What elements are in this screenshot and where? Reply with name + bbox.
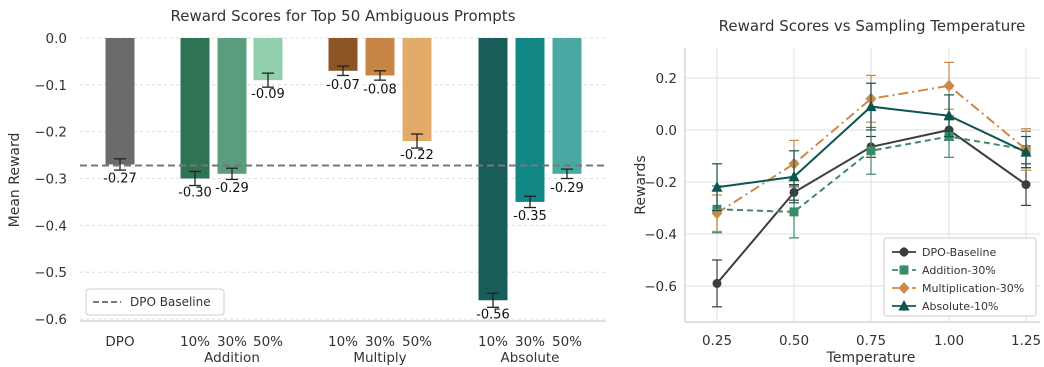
legend-label: DPO-Baseline bbox=[922, 246, 997, 259]
line-point bbox=[789, 207, 799, 217]
bar-group-label: Multiply bbox=[353, 350, 406, 366]
bar-y-tick-label: −0.5 bbox=[34, 265, 67, 281]
bar-x-tick-label: 10% bbox=[180, 334, 210, 350]
bar-value-label: -0.27 bbox=[103, 171, 137, 186]
bar-y-tick-label: −0.1 bbox=[34, 78, 67, 94]
bar-value-label: -0.56 bbox=[476, 307, 510, 322]
line-chart-y-axis-label: Rewards bbox=[633, 155, 649, 214]
line-x-tick-label: 0.50 bbox=[779, 333, 809, 349]
bar-x-tick-label: 30% bbox=[217, 334, 247, 350]
bar bbox=[217, 38, 247, 174]
bar bbox=[515, 38, 545, 202]
line-chart-legend: DPO-Baseline Addition-30% Multiplication-3… bbox=[883, 237, 1037, 317]
bar-value-label: -0.29 bbox=[215, 181, 249, 196]
bar bbox=[402, 38, 432, 142]
bar-group-label: Addition bbox=[204, 350, 260, 366]
bar-x-tick-label: 50% bbox=[552, 334, 582, 350]
line-point bbox=[788, 170, 800, 182]
bar-x-tick-label: 50% bbox=[402, 334, 432, 350]
line-y-tick-label: −0.4 bbox=[644, 227, 677, 243]
line-chart-x-axis-label: Temperature bbox=[826, 350, 916, 366]
line-series bbox=[711, 82, 1032, 212]
bar bbox=[552, 38, 582, 174]
legend-marker bbox=[898, 282, 910, 294]
bar-x-tick-label: 30% bbox=[515, 334, 545, 350]
line-point bbox=[943, 109, 955, 121]
line-point bbox=[1021, 180, 1031, 190]
bar-chart-y-ticks: 0.0 −0.1 −0.2 −0.3 −0.4 −0.5 −0.6 bbox=[34, 31, 67, 328]
line-chart: Reward Scores vs Sampling Temperature Re… bbox=[633, 17, 1041, 366]
line-point bbox=[711, 181, 723, 192]
bar bbox=[365, 38, 395, 76]
bar-chart-legend: DPO Baseline bbox=[85, 288, 225, 316]
bar-x-tick-label: DPO bbox=[105, 334, 134, 350]
line-y-tick-label: −0.2 bbox=[644, 175, 677, 191]
bar-value-label: -0.08 bbox=[363, 82, 397, 97]
line-series bbox=[712, 115, 1031, 239]
bar bbox=[180, 38, 210, 179]
legend-label: Absolute-10% bbox=[922, 300, 999, 313]
bar-value-label: -0.22 bbox=[400, 148, 434, 163]
line-point bbox=[1020, 146, 1032, 157]
bar-y-tick-label: −0.3 bbox=[34, 172, 67, 188]
bar-x-tick-label: 50% bbox=[253, 334, 283, 350]
bar-y-tick-label: −0.2 bbox=[34, 125, 67, 141]
line-x-tick-label: 1.00 bbox=[934, 333, 964, 349]
line-y-tick-label: −0.6 bbox=[644, 279, 677, 295]
bar-group-label: Absolute bbox=[500, 350, 559, 366]
bar bbox=[478, 38, 508, 301]
bar-chart-bars: -0.27-0.30 -0.29-0.09-0.07 -0.08-0.22-0.56… bbox=[80, 38, 606, 322]
legend-marker bbox=[899, 265, 909, 275]
bar-x-tick-label: 10% bbox=[478, 334, 508, 350]
line-x-tick-label: 0.75 bbox=[856, 333, 886, 349]
legend-marker bbox=[899, 247, 909, 257]
legend-marker bbox=[898, 300, 910, 311]
legend-box bbox=[883, 237, 1037, 317]
bar-chart: Reward Scores for Top 50 Ambiguous Promp… bbox=[7, 7, 606, 366]
bar-y-tick-label: −0.4 bbox=[34, 218, 67, 234]
legend-label: Multiplication-30% bbox=[922, 282, 1024, 295]
bar-x-tick-label: 10% bbox=[328, 334, 358, 350]
bar-x-tick-label: 30% bbox=[365, 334, 395, 350]
bar-value-label: -0.29 bbox=[550, 181, 584, 196]
bar-value-label: -0.30 bbox=[178, 186, 212, 201]
line-point bbox=[712, 278, 722, 288]
line-point bbox=[865, 100, 877, 112]
bar bbox=[328, 38, 358, 71]
bar-chart-title: Reward Scores for Top 50 Ambiguous Promp… bbox=[170, 7, 515, 25]
line-y-tick-label: 0.0 bbox=[656, 123, 677, 139]
line-chart-ticks: 0.25 0.50 0.75 1.00 1.25 0.2 0.0 −0.2 −0.4 −0.6 bbox=[644, 71, 1041, 349]
bar-y-tick-label: 0.0 bbox=[46, 31, 67, 47]
line-point bbox=[866, 146, 876, 156]
line-point bbox=[943, 79, 955, 92]
line-chart-series bbox=[711, 61, 1032, 308]
line-x-tick-label: 1.25 bbox=[1011, 333, 1041, 349]
bar-value-label: -0.35 bbox=[513, 209, 547, 224]
line-y-tick-label: 0.2 bbox=[656, 71, 677, 87]
legend-label: Addition-30% bbox=[922, 264, 996, 277]
line-chart-title: Reward Scores vs Sampling Temperature bbox=[719, 17, 1026, 35]
line-x-tick-label: 0.25 bbox=[702, 333, 732, 349]
bar-y-tick-label: −0.6 bbox=[34, 312, 67, 328]
bar bbox=[105, 38, 135, 165]
legend-box bbox=[85, 288, 225, 316]
bar-value-label: -0.07 bbox=[326, 78, 360, 93]
legend-label-dpo-baseline: DPO Baseline bbox=[130, 295, 211, 309]
bar-value-label: -0.09 bbox=[251, 87, 285, 102]
bar-chart-y-axis-label: Mean Reward bbox=[7, 133, 23, 228]
